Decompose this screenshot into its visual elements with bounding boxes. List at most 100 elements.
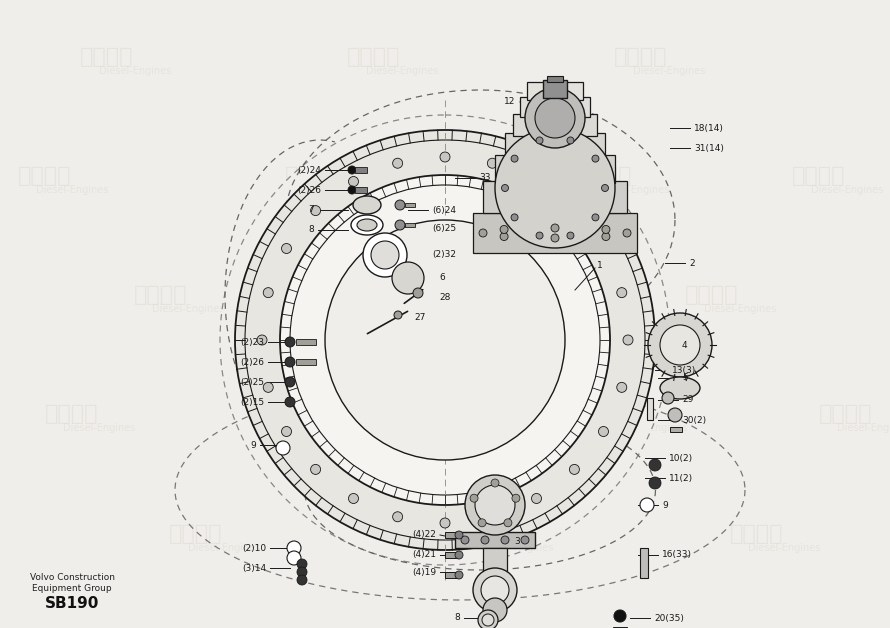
Circle shape [602, 225, 610, 234]
Bar [640, 548, 648, 578]
Bar [647, 398, 653, 420]
Circle shape [297, 567, 307, 577]
Circle shape [455, 531, 463, 539]
Bar [520, 97, 590, 117]
Circle shape [461, 536, 469, 544]
Circle shape [287, 551, 301, 565]
Text: 4: 4 [682, 340, 688, 350]
Text: 9: 9 [662, 501, 668, 509]
Ellipse shape [351, 215, 383, 235]
Text: Diesel-Engines: Diesel-Engines [99, 65, 171, 75]
Text: 8: 8 [308, 225, 314, 234]
Circle shape [623, 335, 633, 345]
Bar [513, 114, 597, 136]
Circle shape [285, 357, 295, 367]
Text: 27: 27 [414, 313, 425, 323]
Circle shape [623, 229, 631, 237]
Circle shape [567, 232, 574, 239]
Text: 16(33): 16(33) [662, 551, 692, 560]
Text: Diesel-Engines: Diesel-Engines [837, 423, 890, 433]
Text: 紫发动力: 紫发动力 [463, 524, 516, 544]
Circle shape [349, 176, 359, 187]
Text: 11(2): 11(2) [669, 474, 693, 482]
Circle shape [521, 536, 529, 544]
Bar [527, 82, 583, 100]
Text: 10(2): 10(2) [669, 453, 693, 462]
Circle shape [235, 130, 655, 550]
Text: 紫发动力: 紫发动力 [596, 404, 650, 425]
Text: Volvo Construction
Equipment Group: Volvo Construction Equipment Group [29, 573, 115, 593]
Circle shape [535, 98, 575, 138]
Text: 紫发动力: 紫发动力 [614, 46, 668, 67]
Circle shape [348, 186, 356, 194]
Circle shape [602, 185, 609, 192]
Circle shape [500, 232, 508, 241]
Circle shape [481, 576, 509, 604]
Text: 20(35): 20(35) [654, 614, 684, 622]
Circle shape [276, 441, 290, 455]
Circle shape [500, 225, 508, 234]
Text: 2: 2 [689, 259, 694, 268]
Bar [405, 203, 415, 207]
Text: Diesel-Engines: Diesel-Engines [63, 423, 135, 433]
Circle shape [511, 214, 518, 221]
Circle shape [473, 568, 517, 612]
Text: 5: 5 [682, 374, 688, 382]
Text: Diesel-Engines: Diesel-Engines [152, 304, 224, 314]
Circle shape [592, 214, 599, 221]
Circle shape [482, 614, 494, 626]
Circle shape [512, 494, 520, 502]
Circle shape [617, 288, 627, 298]
Circle shape [660, 325, 700, 365]
Circle shape [263, 288, 273, 298]
Circle shape [348, 166, 356, 174]
Text: Diesel-Engines: Diesel-Engines [303, 185, 376, 195]
Bar [543, 80, 567, 98]
Text: 紫发动力: 紫发动力 [792, 166, 846, 186]
Bar [405, 223, 415, 227]
Circle shape [392, 158, 402, 168]
Text: 紫发动力: 紫发动力 [730, 524, 783, 544]
Circle shape [392, 262, 424, 294]
Text: 6: 6 [439, 274, 445, 283]
Bar [445, 532, 459, 538]
Circle shape [495, 128, 615, 248]
Text: (2)23: (2)23 [240, 337, 264, 347]
Circle shape [491, 479, 499, 487]
Text: 9: 9 [250, 440, 256, 450]
Circle shape [511, 155, 518, 162]
Circle shape [413, 288, 423, 298]
Text: 紫发动力: 紫发动力 [80, 46, 134, 67]
Bar [445, 572, 459, 578]
Text: 紫发动力: 紫发动力 [578, 166, 632, 186]
Text: 紫发动力: 紫发动力 [819, 404, 872, 425]
Text: Diesel-Engines: Diesel-Engines [188, 543, 260, 553]
Circle shape [455, 571, 463, 579]
Circle shape [281, 426, 292, 436]
Text: (2)24: (2)24 [297, 166, 321, 175]
Circle shape [478, 610, 498, 628]
Circle shape [481, 536, 489, 544]
Text: 1: 1 [597, 261, 603, 271]
Text: Diesel-Engines: Diesel-Engines [330, 423, 402, 433]
Circle shape [395, 220, 405, 230]
Circle shape [501, 185, 508, 192]
Circle shape [668, 408, 682, 422]
Text: Diesel-Engines: Diesel-Engines [633, 65, 705, 75]
Circle shape [504, 519, 512, 527]
Circle shape [263, 382, 273, 392]
Circle shape [479, 229, 487, 237]
Circle shape [483, 598, 507, 622]
Circle shape [220, 115, 670, 565]
Text: Diesel-Engines: Diesel-Engines [437, 304, 509, 314]
Circle shape [570, 205, 579, 215]
Text: 29: 29 [682, 396, 693, 404]
Text: 紫发动力: 紫发动力 [18, 166, 71, 186]
Circle shape [285, 377, 295, 387]
Circle shape [648, 313, 712, 377]
Text: Diesel-Engines: Diesel-Engines [597, 185, 669, 195]
Circle shape [488, 158, 498, 168]
Circle shape [297, 559, 307, 569]
Text: Diesel-Engines: Diesel-Engines [481, 543, 554, 553]
Text: (4)21: (4)21 [412, 551, 436, 560]
